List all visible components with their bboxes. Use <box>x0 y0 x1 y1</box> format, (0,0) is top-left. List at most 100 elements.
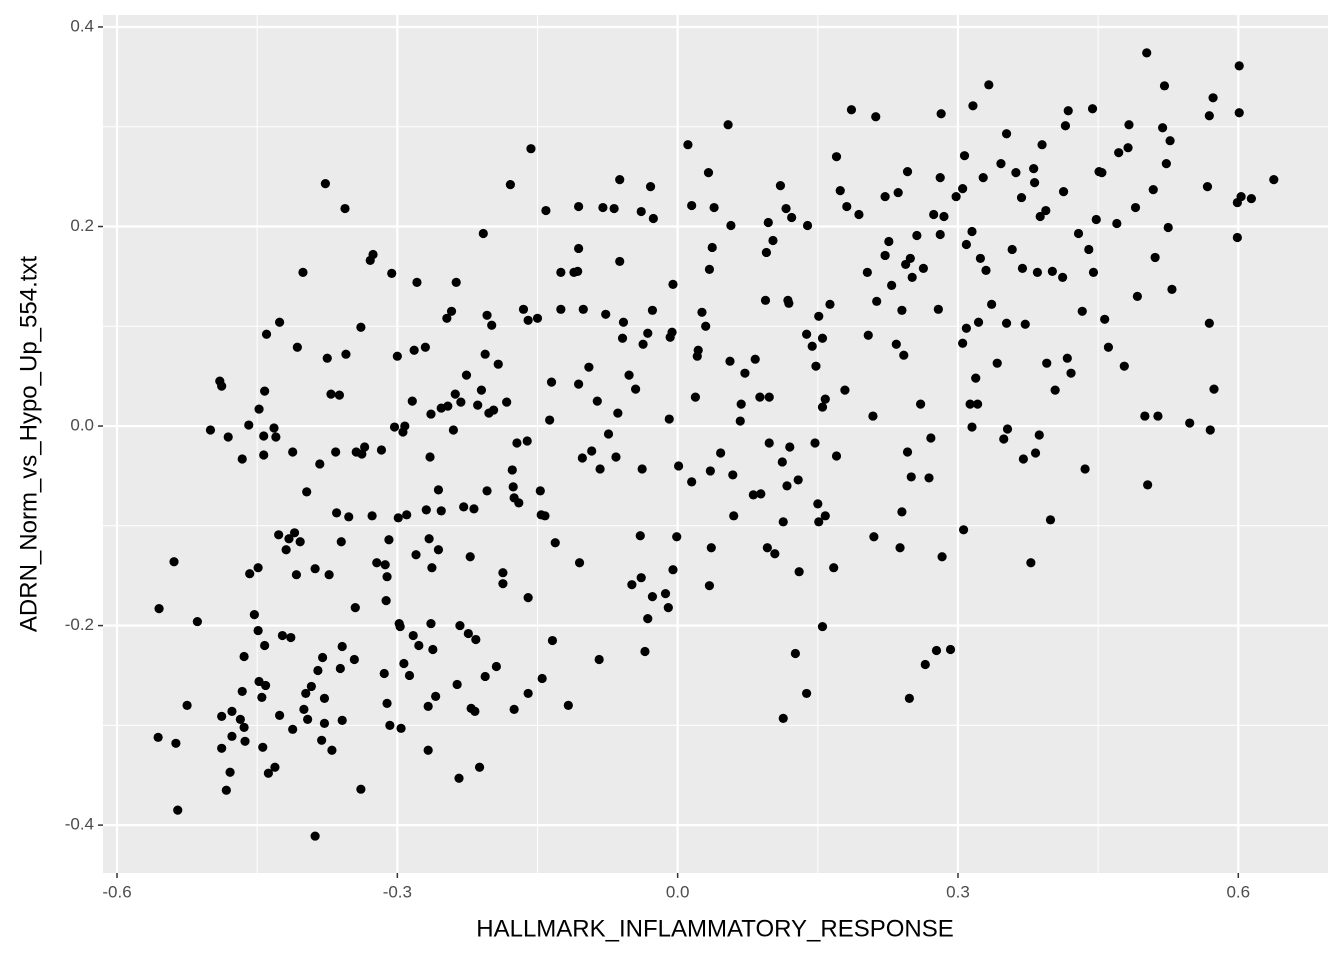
point <box>636 573 646 583</box>
point <box>999 434 1009 444</box>
point <box>1032 267 1043 277</box>
point <box>627 580 637 590</box>
point <box>598 202 608 213</box>
point <box>817 333 828 343</box>
point <box>245 569 255 579</box>
point <box>360 442 370 452</box>
point <box>587 446 597 456</box>
point <box>259 431 269 441</box>
point <box>281 545 291 555</box>
point <box>493 359 503 369</box>
point <box>319 693 330 704</box>
point <box>237 454 247 464</box>
point <box>324 570 334 580</box>
point <box>701 321 711 331</box>
point <box>595 464 605 474</box>
point <box>153 732 163 742</box>
point <box>1045 515 1056 525</box>
point <box>350 603 360 613</box>
point <box>442 313 452 323</box>
point <box>1001 129 1012 139</box>
point <box>693 345 703 355</box>
point <box>1091 214 1101 225</box>
point <box>526 144 536 154</box>
point <box>1018 454 1028 464</box>
point <box>1058 272 1068 282</box>
point <box>336 537 346 547</box>
point <box>1165 136 1175 146</box>
point <box>428 644 438 655</box>
point <box>478 228 488 239</box>
point <box>959 151 970 161</box>
point <box>407 396 417 406</box>
point <box>755 392 765 402</box>
point <box>958 338 968 348</box>
point <box>463 628 473 639</box>
point <box>617 333 628 343</box>
point <box>971 373 981 383</box>
point <box>154 604 164 614</box>
panel <box>103 15 1328 873</box>
point <box>880 250 890 261</box>
point <box>1153 411 1163 421</box>
point <box>729 511 739 521</box>
point <box>725 356 735 366</box>
point <box>337 641 347 652</box>
point <box>728 470 738 480</box>
point <box>451 277 461 287</box>
point <box>891 339 901 349</box>
point <box>507 465 517 475</box>
point <box>814 311 824 321</box>
point <box>790 648 800 659</box>
point <box>275 710 285 720</box>
point <box>1087 104 1098 114</box>
point <box>817 402 828 412</box>
point <box>270 762 280 772</box>
point <box>288 447 298 457</box>
point <box>385 720 395 730</box>
point <box>831 152 842 162</box>
point <box>260 386 270 396</box>
point <box>968 101 978 111</box>
point <box>1209 384 1219 394</box>
point <box>239 722 249 732</box>
point <box>703 168 714 178</box>
point <box>672 532 682 542</box>
x-tick-label: 0.3 <box>946 882 970 901</box>
point <box>687 477 697 487</box>
point <box>404 670 415 681</box>
point <box>540 511 550 521</box>
point <box>452 679 462 690</box>
point <box>1150 252 1160 263</box>
point <box>291 570 302 580</box>
point <box>320 179 330 189</box>
point <box>893 187 903 198</box>
point <box>518 304 529 314</box>
point <box>706 543 716 553</box>
point <box>514 498 524 508</box>
point <box>1041 205 1051 216</box>
point <box>254 404 264 414</box>
point <box>1047 266 1057 277</box>
point <box>1058 186 1069 197</box>
point <box>704 264 715 275</box>
point <box>455 620 465 631</box>
point <box>643 328 653 338</box>
point <box>392 351 402 361</box>
point <box>638 339 648 349</box>
point <box>473 400 483 410</box>
point <box>357 449 367 459</box>
point <box>1011 168 1021 178</box>
point <box>341 349 351 359</box>
point <box>502 397 512 407</box>
point <box>420 342 430 352</box>
point <box>978 173 988 183</box>
point <box>253 625 263 636</box>
point <box>846 105 857 115</box>
point <box>395 621 405 632</box>
point <box>787 212 797 223</box>
point <box>286 632 296 643</box>
point <box>647 592 658 602</box>
point <box>239 651 249 662</box>
